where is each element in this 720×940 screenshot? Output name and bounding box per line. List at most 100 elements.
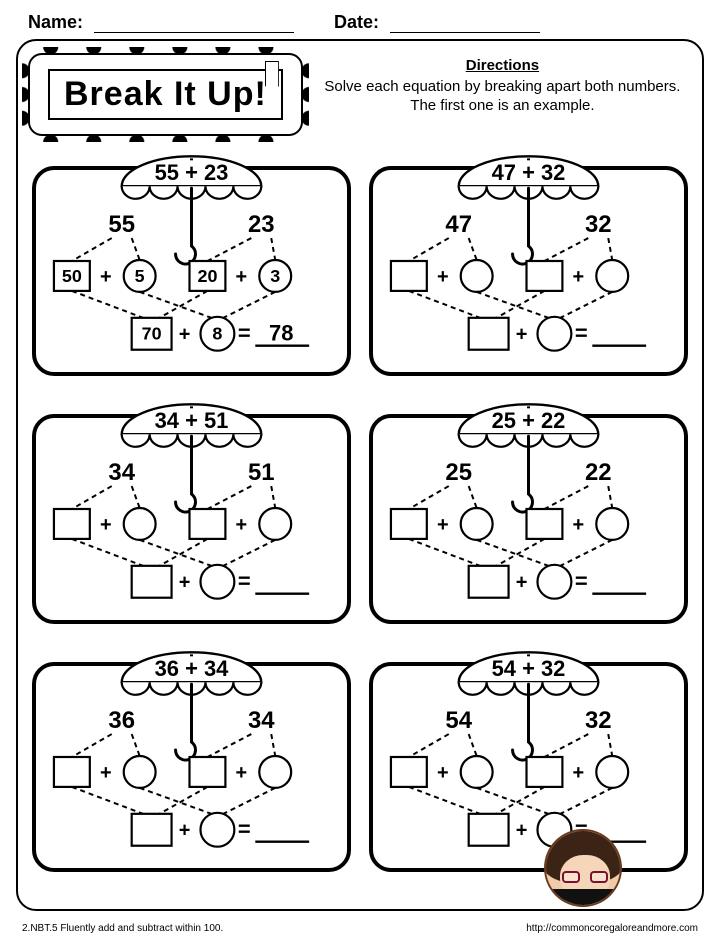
connector-line <box>132 486 140 508</box>
ones-circle[interactable] <box>461 756 493 788</box>
connector-line <box>544 486 588 509</box>
connector-line <box>140 788 212 814</box>
date-field[interactable]: Date: <box>334 12 540 33</box>
addend-left: 25 <box>445 459 472 486</box>
connector-line <box>409 486 449 509</box>
plus-sign: + <box>516 572 528 594</box>
addend-left: 34 <box>108 459 135 486</box>
expression: 25 + 22 <box>492 408 566 433</box>
ones-circle[interactable] <box>537 317 571 351</box>
connector-line <box>469 238 477 260</box>
equals-sign: = <box>238 569 251 594</box>
addend-left: 54 <box>445 707 472 734</box>
footer: 2.NBT.5 Fluently add and subtract within… <box>22 923 698 934</box>
connector-line <box>140 292 212 318</box>
ones-circle[interactable] <box>200 813 234 847</box>
plus-sign: + <box>516 820 528 842</box>
plus-sign: + <box>100 514 112 536</box>
tens-box[interactable] <box>190 757 226 787</box>
ones-value: 3 <box>270 266 280 286</box>
tens-box[interactable] <box>132 814 172 846</box>
content-frame: Break It Up! Directions Solve each equat… <box>16 39 704 911</box>
ones-circle[interactable] <box>596 756 628 788</box>
plus-sign: + <box>236 266 248 288</box>
expression: 54 + 32 <box>492 656 566 681</box>
equals-sign: = <box>238 817 251 842</box>
tens-box[interactable] <box>527 509 563 539</box>
addend-left: 47 <box>445 211 472 238</box>
connector-line <box>223 788 275 814</box>
connector-line <box>72 734 112 757</box>
author-avatar <box>544 829 622 907</box>
ones-circle[interactable] <box>596 508 628 540</box>
plus-sign: + <box>236 762 248 784</box>
ones-circle[interactable] <box>259 508 291 540</box>
header-row: Break It Up! Directions Solve each equat… <box>28 53 692 136</box>
addend-left: 55 <box>108 211 135 238</box>
connector-line <box>207 734 251 757</box>
ones-circle[interactable] <box>461 508 493 540</box>
ones-circle[interactable] <box>596 260 628 292</box>
plus-sign: + <box>516 324 528 346</box>
connector-line <box>207 486 251 509</box>
worksheet-page: Name: Date: Break It Up! Directions Solv… <box>0 0 720 940</box>
umbrella-handle <box>513 684 533 760</box>
tens-box[interactable] <box>54 509 90 539</box>
answer-value: 78 <box>269 321 293 346</box>
plus-sign: + <box>100 266 112 288</box>
connector-line <box>72 787 146 815</box>
standard-text: 2.NBT.5 Fluently add and subtract within… <box>22 923 223 934</box>
problem-svg: 55 + 23 5523 50+520+370+8=78 <box>32 144 351 376</box>
plus-sign: + <box>437 514 449 536</box>
ones-circle[interactable] <box>461 260 493 292</box>
tens-box[interactable] <box>469 318 509 350</box>
directions-heading: Directions <box>313 57 692 76</box>
ones-circle[interactable] <box>200 565 234 599</box>
plus-sign: + <box>437 266 449 288</box>
umbrella-handle <box>513 188 533 264</box>
tens-box[interactable] <box>391 509 427 539</box>
connector-line <box>223 540 275 566</box>
tens-value: 20 <box>197 266 217 286</box>
tens-box[interactable] <box>527 261 563 291</box>
plus-sign: + <box>573 514 585 536</box>
connector-line <box>477 292 549 318</box>
directions-block: Directions Solve each equation by breaki… <box>313 53 692 115</box>
tens-box[interactable] <box>469 814 509 846</box>
ones-circle[interactable] <box>124 508 156 540</box>
tens-box[interactable] <box>391 261 427 291</box>
connector-line <box>409 238 449 261</box>
tens-box[interactable] <box>54 757 90 787</box>
equals-sign: = <box>575 569 588 594</box>
ones-circle[interactable] <box>537 565 571 599</box>
addend-right: 34 <box>248 707 275 734</box>
tens-box[interactable] <box>527 757 563 787</box>
connector-line <box>469 734 477 756</box>
directions-body: Solve each equation by breaking apart bo… <box>324 78 680 114</box>
name-field[interactable]: Name: <box>28 12 294 33</box>
name-blank[interactable] <box>94 13 294 33</box>
tens-box[interactable] <box>132 566 172 598</box>
name-date-row: Name: Date: <box>16 12 704 39</box>
tens-box[interactable] <box>190 509 226 539</box>
connector-line <box>608 238 612 260</box>
problem-card: 54 + 32 5432 +++= <box>369 640 688 872</box>
plus-sign: + <box>437 762 449 784</box>
connector-line <box>544 734 588 757</box>
connector-line <box>132 238 140 260</box>
connector-line <box>477 788 549 814</box>
date-blank[interactable] <box>390 13 540 33</box>
ones-circle[interactable] <box>259 756 291 788</box>
credit-text: http://commoncoregaloreandmore.com <box>526 923 698 934</box>
plus-sign: + <box>179 820 191 842</box>
connector-line <box>140 540 212 566</box>
tens-box[interactable] <box>469 566 509 598</box>
equals-sign: = <box>238 321 251 346</box>
tens-box[interactable] <box>391 757 427 787</box>
connector-line <box>469 486 477 508</box>
umbrella-handle <box>176 436 196 512</box>
ones-circle[interactable] <box>124 756 156 788</box>
tens-value: 50 <box>62 266 82 286</box>
problem-card: 25 + 22 2522 +++= <box>369 392 688 624</box>
connector-line <box>544 238 588 261</box>
